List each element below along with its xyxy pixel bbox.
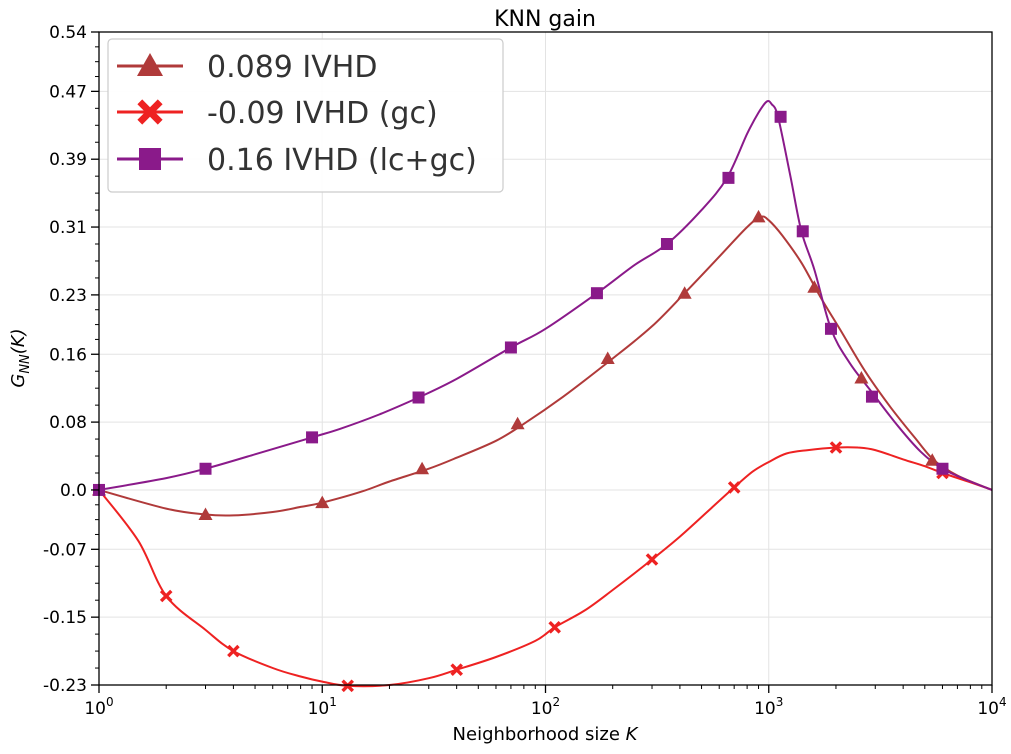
x-tick-labels: 100 101 102 103 104 bbox=[84, 695, 1006, 719]
legend-label-1: -0.09 IVHD (gc) bbox=[207, 96, 438, 131]
y-tick-label: 0.16 bbox=[49, 345, 87, 365]
y-axis-label: GNN(K) bbox=[8, 328, 33, 387]
series-0-point bbox=[600, 351, 615, 364]
series-1-point bbox=[341, 679, 354, 693]
series-2-point bbox=[722, 171, 735, 184]
series-2-point bbox=[660, 238, 673, 251]
legend-label-2: 0.16 IVHD (lc+gc) bbox=[207, 143, 477, 178]
series-0-point bbox=[198, 507, 213, 521]
y-axis-label-main: G bbox=[8, 374, 29, 388]
series-lines bbox=[98, 99, 993, 688]
legend-x-marker-icon bbox=[137, 99, 163, 125]
legend-entry-1: -0.09 IVHD (gc) bbox=[117, 96, 438, 131]
series-2-point bbox=[412, 391, 425, 404]
series-line-1 bbox=[98, 446, 993, 688]
series-0-point bbox=[854, 371, 869, 384]
series-1-point bbox=[227, 644, 240, 658]
y-tick-label: 0.39 bbox=[49, 150, 87, 170]
series-1-point bbox=[548, 621, 561, 634]
series-line-0 bbox=[98, 215, 993, 517]
y-axis-label-rest: (K) bbox=[8, 328, 29, 354]
series-0-point bbox=[415, 461, 430, 475]
x-tick-label: 101 bbox=[308, 695, 337, 719]
series-0-point bbox=[925, 453, 940, 466]
legend-triangle-icon bbox=[137, 53, 163, 76]
series-0-point bbox=[510, 416, 525, 430]
series-0-point bbox=[807, 280, 822, 293]
x-axis-label: Neighborhood size K bbox=[453, 724, 639, 745]
y-tick-label: 0.54 bbox=[49, 23, 87, 43]
x-axis-label-text: Neighborhood size bbox=[453, 724, 620, 745]
legend-label-0: 0.089 IVHD bbox=[207, 50, 377, 85]
series-2-point bbox=[590, 287, 603, 300]
series-markers bbox=[92, 110, 949, 693]
y-tick-labels: 0.54 0.47 0.39 0.31 0.23 0.16 0.08 0.0 -0.07 -0.1… bbox=[43, 23, 87, 696]
legend-square-icon bbox=[139, 148, 161, 170]
chart-title: KNN gain bbox=[494, 7, 596, 32]
x-tick-label: 100 bbox=[84, 695, 113, 719]
legend-entry-0: 0.089 IVHD bbox=[117, 50, 377, 85]
y-axis-label-sub: NN bbox=[18, 354, 33, 374]
x-tick-label: 103 bbox=[754, 695, 783, 719]
series-0-point bbox=[751, 209, 766, 223]
x-tick-label: 104 bbox=[977, 695, 1006, 719]
series-1-point bbox=[159, 589, 173, 603]
series-2-point bbox=[824, 322, 837, 335]
legend-entry-2: 0.16 IVHD (lc+gc) bbox=[117, 143, 477, 178]
series-0-point bbox=[677, 286, 692, 299]
y-tick-label: -0.23 bbox=[43, 676, 87, 696]
series-1-point bbox=[645, 553, 659, 566]
series-2-point bbox=[796, 225, 809, 238]
y-tick-label: 0.0 bbox=[60, 481, 87, 501]
legend-box bbox=[107, 38, 504, 193]
axis-ticks bbox=[91, 31, 993, 693]
series-2-point bbox=[865, 390, 878, 403]
y-tick-label: 0.31 bbox=[49, 218, 87, 238]
y-tick-label: 0.47 bbox=[49, 82, 87, 102]
series-2-point bbox=[306, 431, 319, 444]
legend: 0.089 IVHD -0.09 IVHD (gc) 0.16 IVHD (lc… bbox=[107, 38, 504, 193]
y-tick-label: 0.23 bbox=[49, 286, 87, 306]
x-axis-label-var: K bbox=[626, 724, 639, 745]
x-tick-label: 102 bbox=[531, 695, 560, 719]
series-2-point bbox=[504, 341, 517, 354]
series-1-point bbox=[450, 663, 463, 676]
series-2-point bbox=[774, 110, 787, 123]
series-line-2 bbox=[98, 99, 993, 491]
series-1-point bbox=[727, 481, 741, 494]
series-1-point bbox=[829, 441, 843, 454]
y-tick-label: 0.08 bbox=[49, 413, 87, 433]
series-0-point bbox=[315, 495, 330, 509]
y-tick-label: -0.07 bbox=[43, 540, 87, 560]
series-2-point bbox=[199, 462, 212, 475]
series-2-point bbox=[936, 462, 949, 475]
y-tick-label: -0.15 bbox=[43, 608, 87, 628]
